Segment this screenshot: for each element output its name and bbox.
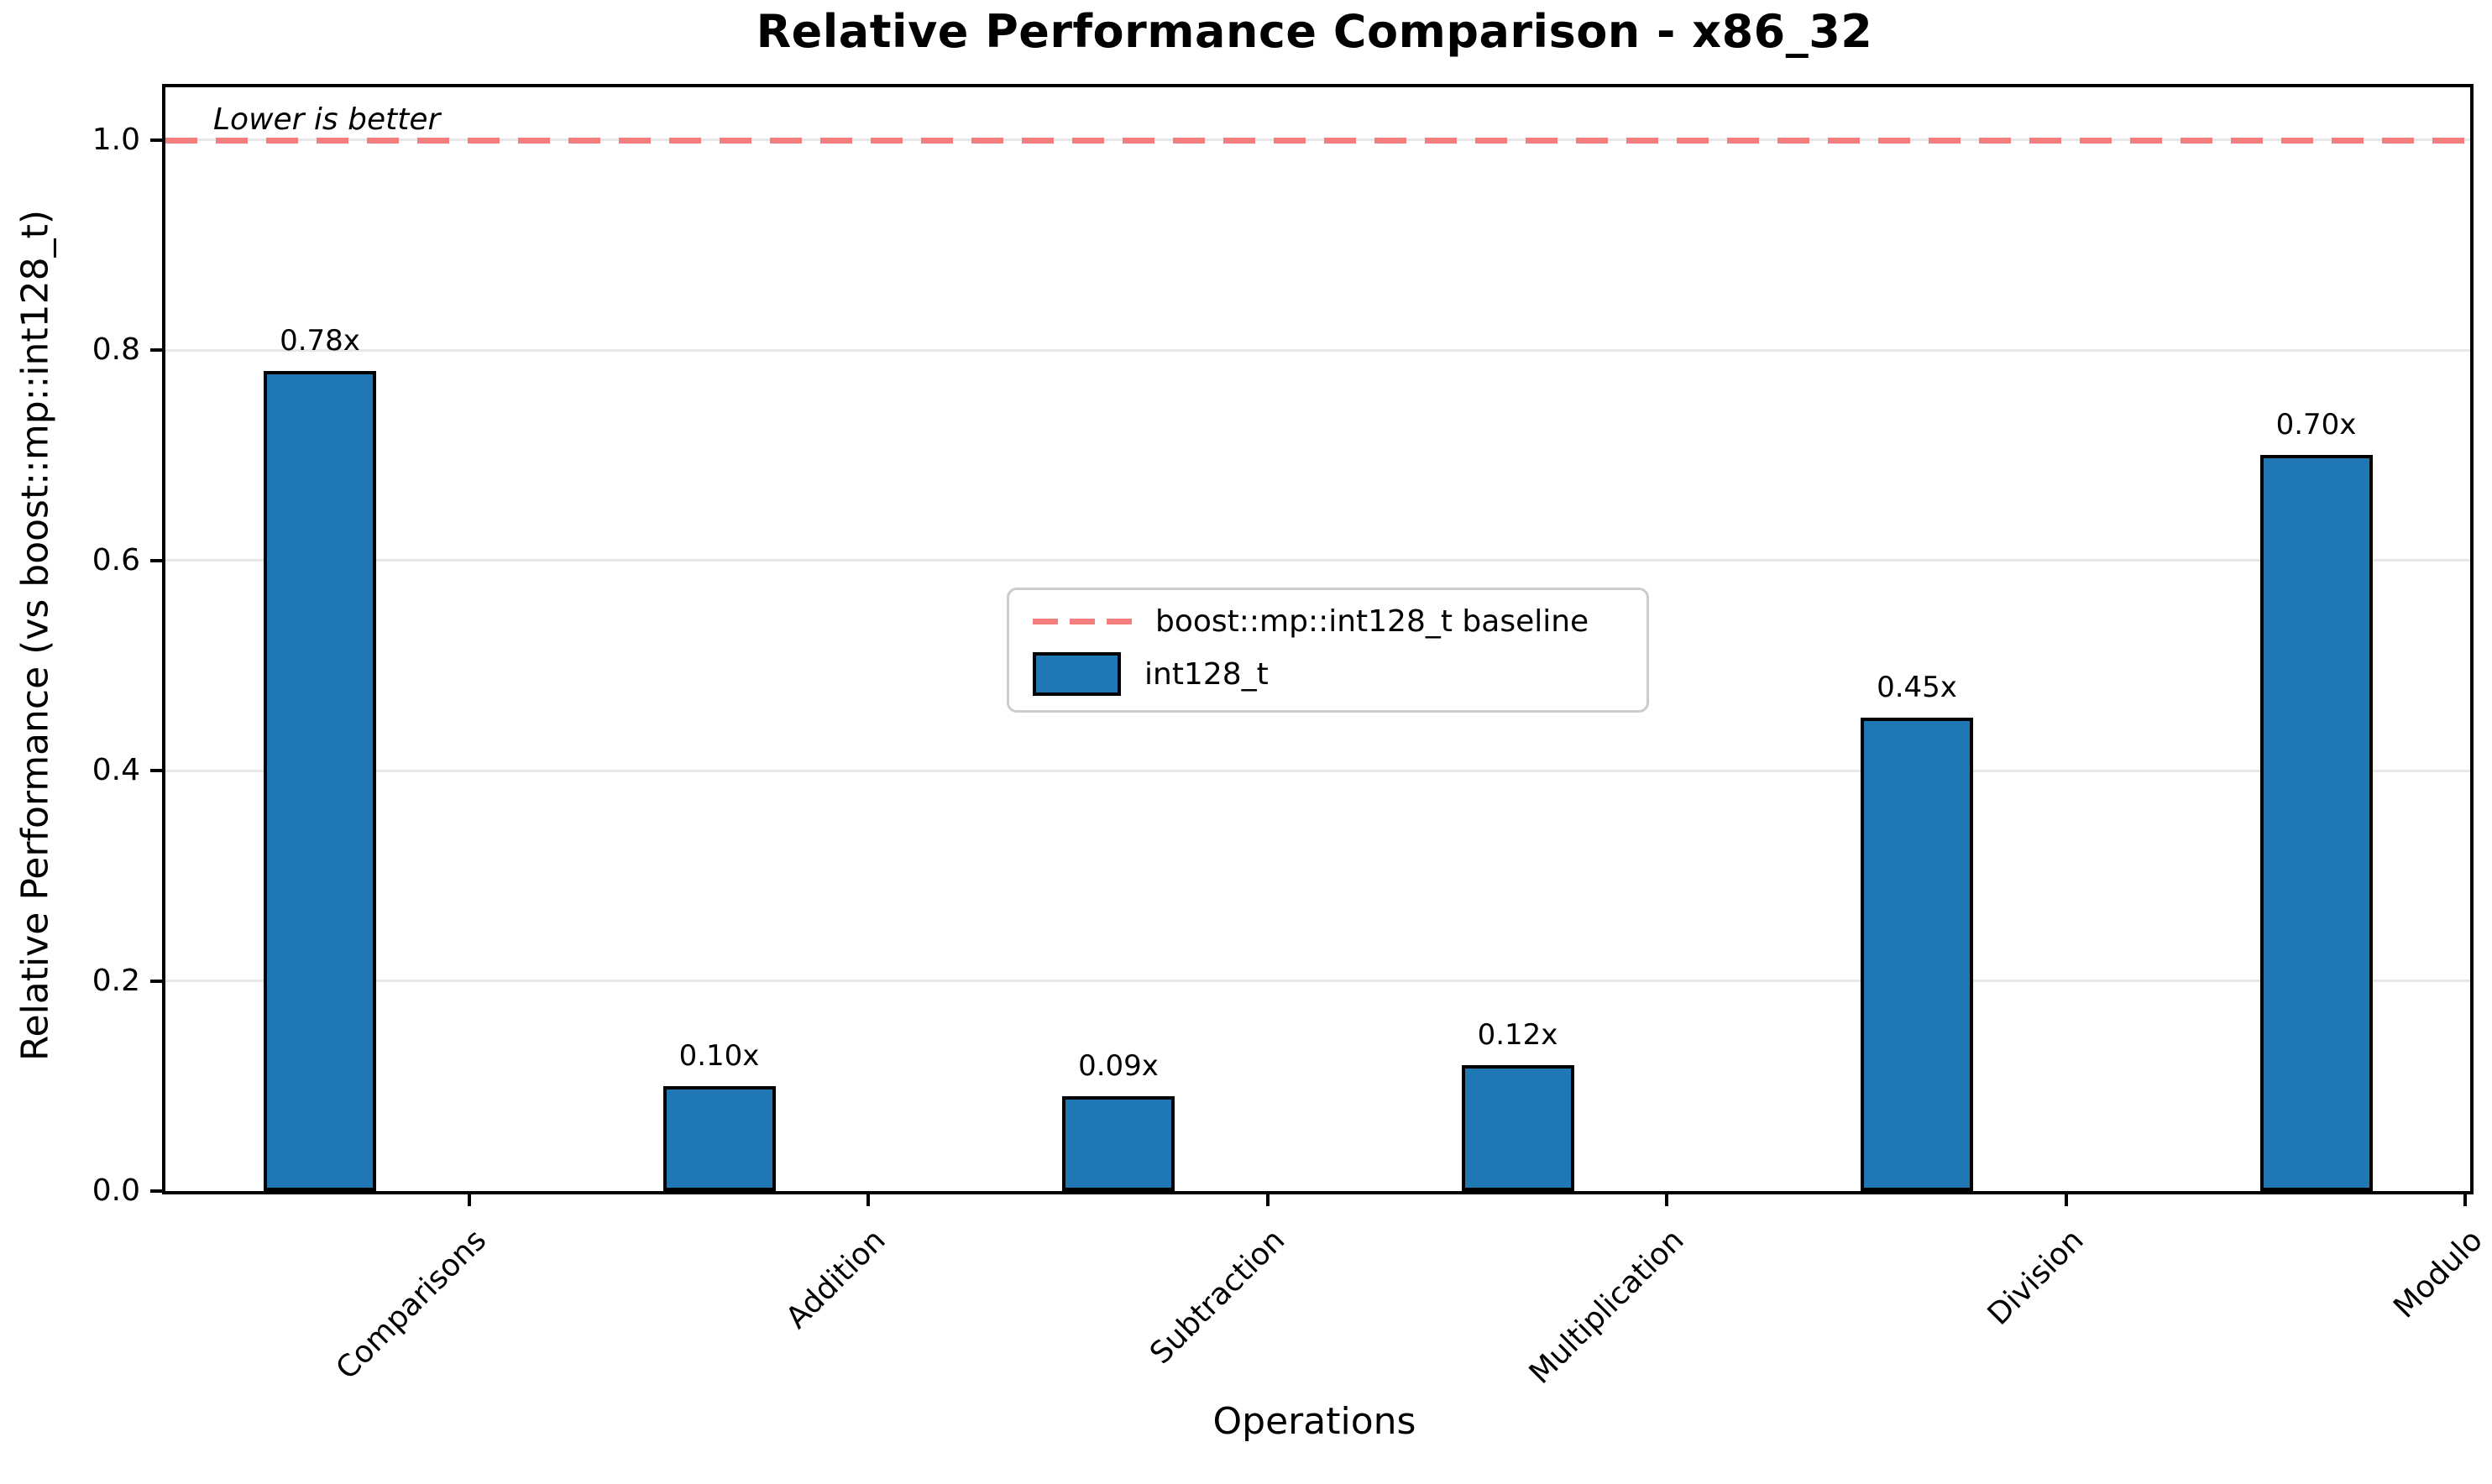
bar-multiplication [1461,1064,1574,1191]
y-tick-mark [150,979,162,983]
gridline [165,980,2470,983]
x-tick-mark [1665,1194,1668,1206]
bar-subtraction [1062,1096,1175,1191]
y-tick-mark [150,769,162,773]
y-tick-label: 1.0 [92,122,140,157]
x-tick-label: Comparisons [329,1223,494,1387]
y-tick-label: 0.2 [92,963,140,998]
legend: boost::mp::int128_t baseline int128_t [1007,588,1649,713]
bar-modulo [2259,455,2373,1191]
y-tick-label: 0.6 [92,542,140,577]
y-axis-label: Relative Performance (vs boost::mp::int1… [13,209,57,1062]
x-axis-label: Operations [1212,1400,1416,1443]
x-tick-label: Division [1981,1223,2091,1332]
x-tick-label: Addition [779,1223,893,1336]
plot-area: Lower is better boost::mp::int128_t base… [92,84,2489,1391]
baseline-dash-sample-icon [1033,619,1132,624]
legend-series-label: int128_t [1144,656,1269,692]
bar-value-label: 0.78x [280,324,360,358]
y-tick-label: 0.0 [92,1173,140,1208]
x-tick-mark [1265,1194,1270,1206]
x-tick-label: Multiplication [1523,1223,1691,1391]
bar-value-label: 0.70x [2275,408,2357,442]
gridline [165,559,2470,562]
y-tick-label: 0.8 [92,332,140,368]
y-tick-mark [150,558,162,562]
y-tick-mark [150,348,162,353]
legend-item-int128: int128_t [1033,652,1646,696]
chart-title: Relative Performance Comparison - x86_32 [756,5,1873,58]
gridline [165,348,2470,352]
gridline [165,769,2470,772]
legend-baseline-label: boost::mp::int128_t baseline [1155,604,1589,639]
annotation-lower-is-better: Lower is better [213,102,441,137]
y-tick-label: 0.4 [92,753,140,788]
bar-value-label: 0.12x [1477,1017,1558,1052]
legend-item-baseline: boost::mp::int128_t baseline [1033,604,1646,639]
baseline-line [165,137,2470,144]
y-tick-mark [150,1189,162,1193]
bar-comparisons [264,371,376,1191]
y-tick-mark [150,138,162,142]
bar-addition [662,1085,776,1191]
x-tick-mark [2064,1194,2068,1206]
bar-value-label: 0.45x [1877,671,1957,705]
x-tick-mark [2463,1194,2467,1206]
bar-value-label: 0.09x [1078,1049,1159,1084]
bar-value-label: 0.10x [678,1038,760,1073]
x-tick-mark [467,1194,471,1206]
bar-swatch-icon [1033,652,1121,696]
bar-division [1861,718,1973,1191]
x-tick-label: Modulo [2387,1223,2489,1325]
x-tick-mark [866,1194,870,1206]
x-tick-label: Subtraction [1144,1223,1292,1372]
